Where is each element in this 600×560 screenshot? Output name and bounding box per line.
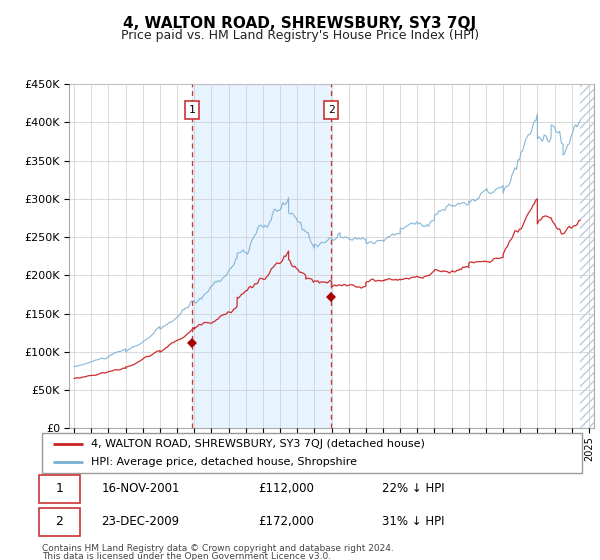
- Text: Contains HM Land Registry data © Crown copyright and database right 2024.: Contains HM Land Registry data © Crown c…: [42, 544, 394, 553]
- Bar: [192, 84, 331, 428]
- Text: £172,000: £172,000: [258, 515, 314, 529]
- Text: 2: 2: [328, 105, 335, 115]
- Text: 1: 1: [56, 482, 64, 496]
- Bar: [580, 84, 594, 428]
- Text: 22% ↓ HPI: 22% ↓ HPI: [382, 482, 445, 496]
- Text: 4, WALTON ROAD, SHREWSBURY, SY3 7QJ (detached house): 4, WALTON ROAD, SHREWSBURY, SY3 7QJ (det…: [91, 439, 424, 449]
- Bar: [580, 84, 594, 428]
- FancyBboxPatch shape: [40, 475, 80, 503]
- Text: This data is licensed under the Open Government Licence v3.0.: This data is licensed under the Open Gov…: [42, 552, 331, 560]
- Text: 16-NOV-2001: 16-NOV-2001: [101, 482, 180, 496]
- Text: £112,000: £112,000: [258, 482, 314, 496]
- Text: HPI: Average price, detached house, Shropshire: HPI: Average price, detached house, Shro…: [91, 458, 356, 467]
- Text: 23-DEC-2009: 23-DEC-2009: [101, 515, 179, 529]
- Text: Price paid vs. HM Land Registry's House Price Index (HPI): Price paid vs. HM Land Registry's House …: [121, 29, 479, 42]
- FancyBboxPatch shape: [40, 508, 80, 536]
- Text: 2: 2: [56, 515, 64, 529]
- Text: 31% ↓ HPI: 31% ↓ HPI: [382, 515, 445, 529]
- Text: 1: 1: [189, 105, 196, 115]
- Text: 4, WALTON ROAD, SHREWSBURY, SY3 7QJ: 4, WALTON ROAD, SHREWSBURY, SY3 7QJ: [124, 16, 476, 31]
